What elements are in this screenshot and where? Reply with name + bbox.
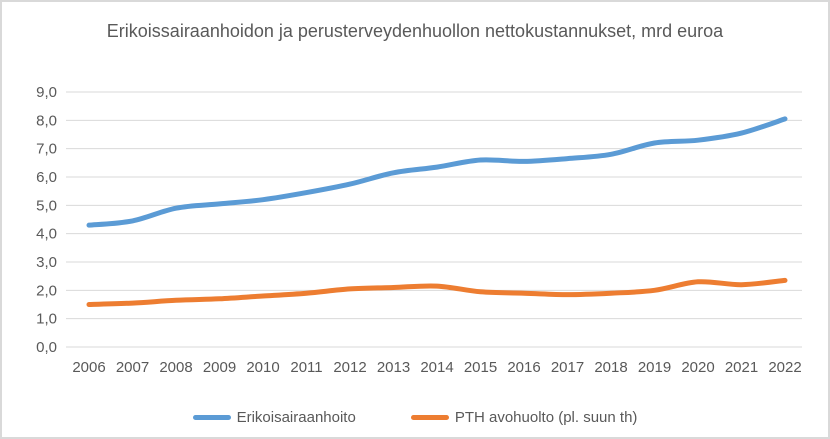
- x-tick-label: 2022: [768, 359, 801, 376]
- y-tick-label: 7,0: [36, 141, 57, 158]
- series-line-1: [86, 277, 788, 307]
- series-0-swatch-icon: [192, 415, 231, 420]
- legend-item-erikoisairaanhoito: Erikoisairaanhoito: [192, 409, 356, 426]
- series-0-label: Erikoisairaanhoito: [236, 409, 356, 426]
- chart-title: Erikoissairaanhoidon ja perusterveydenhu…: [106, 21, 724, 41]
- x-tick-label: 2014: [420, 359, 453, 376]
- y-tick-label: 0,0: [36, 339, 57, 356]
- x-tick-label: 2013: [377, 359, 410, 376]
- x-tick-label: 2010: [246, 359, 279, 376]
- y-tick-label: 4,0: [36, 226, 57, 243]
- x-tick-label: 2019: [638, 359, 671, 376]
- x-tick-label: 2021: [725, 359, 758, 376]
- y-tick-label: 3,0: [36, 254, 57, 271]
- x-tick-label: 2008: [159, 359, 192, 376]
- x-tick-label: 2009: [203, 359, 236, 376]
- legend-item-pth-avohuolto: PTH avohuolto (pl. suun th): [410, 409, 638, 426]
- x-tick-label: 2016: [507, 359, 540, 376]
- series-line-0: [86, 116, 788, 228]
- chart-legend: Erikoisairaanhoito PTH avohuolto (pl. su…: [2, 409, 828, 426]
- y-tick-label: 2,0: [36, 282, 57, 299]
- x-tick-label: 2011: [290, 359, 322, 376]
- x-tick-label: 2020: [681, 359, 714, 376]
- x-tick-label: 2015: [464, 359, 497, 376]
- series-1-label: PTH avohuolto (pl. suun th): [454, 409, 638, 426]
- y-tick-label: 9,0: [36, 84, 57, 101]
- y-tick-label: 1,0: [36, 311, 57, 328]
- x-tick-label: 2017: [551, 359, 584, 376]
- series-1-swatch-icon: [410, 415, 449, 420]
- y-tick-label: 6,0: [36, 169, 57, 186]
- y-tick-label: 8,0: [36, 112, 57, 129]
- x-tick-label: 2007: [116, 359, 149, 376]
- y-tick-label: 5,0: [36, 197, 57, 214]
- x-tick-label: 2018: [594, 359, 627, 376]
- x-tick-label: 2012: [333, 359, 366, 376]
- x-tick-label: 2006: [72, 359, 105, 376]
